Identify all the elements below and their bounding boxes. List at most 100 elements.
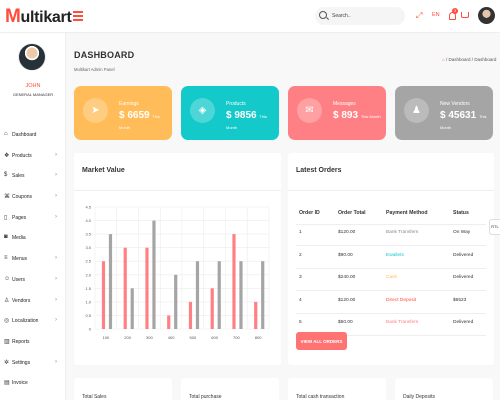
sidebar-item-label: Users [12,276,26,283]
bar-series-1[interactable] [101,261,106,329]
sidebar-item-localization[interactable]: ◎ Localization › [0,314,66,335]
x-tick-label: 100 [103,335,110,340]
column-header: Payment Method [386,210,428,216]
order-status: Delivered [453,252,474,258]
navigation-icon: ➤ [83,98,108,123]
home-icon[interactable]: ⌂ [442,57,445,62]
top-header: Multikart ⤢ EN 3 [0,0,500,33]
column-header: Order Total [338,210,366,216]
bar-series-1[interactable] [123,247,127,329]
bar-series-2[interactable] [108,234,113,329]
payment-method: Ewallets [386,252,404,258]
bar-series-2[interactable] [195,261,200,329]
sidebar-item-menus[interactable]: ≡ Menus › [0,252,66,273]
page-title: DASHBOARD [74,50,135,60]
chevron-right-icon: › [55,317,57,324]
bar-series-1[interactable] [210,288,214,329]
logo[interactable]: Multikart [5,6,72,28]
x-tick-label: 700 [233,335,240,340]
payment-method: Bank Transfers [386,320,419,325]
camera-icon: ◙ [4,234,8,241]
order-id: 2 [299,252,302,258]
sidebar-item-label: Sales [12,173,25,180]
y-tick-label: 2.0 [85,272,91,277]
chevron-right-icon: › [55,213,57,220]
hamburger-menu-icon[interactable] [73,11,83,23]
stat-unit: This Month [119,114,160,130]
stat-unit: This Month [226,114,267,130]
column-header: Order ID [299,210,320,216]
tag-icon: ⌘ [4,194,10,201]
archive-icon: ▤ [4,380,10,387]
x-tick-label: 500 [190,335,197,340]
bar-series-2[interactable] [239,261,243,329]
sidebar-item-vendors[interactable]: ♙ Vendors › [0,294,66,315]
notification-badge: 3 [452,8,458,14]
header-avatar[interactable] [478,7,495,24]
bar-series-1[interactable] [232,234,236,329]
bar-series-1[interactable] [167,315,171,329]
bar-series-2[interactable] [217,261,221,329]
panel-title: Market Value [82,167,125,174]
order-id: 4 [299,297,302,303]
sidebar-item-dashboard[interactable]: ⌂ Dashboard [0,128,66,149]
language-selector[interactable]: EN [432,12,440,18]
sidebar-item-users[interactable]: ☺ Users › [0,273,66,294]
sidebar-item-label: Products [12,152,32,159]
stat-value: $ 893 This Month [333,110,381,121]
users-icon: ♟ [404,98,429,123]
sidebar-item-label: Reports [12,338,30,345]
summary-card: Daily Deposits [395,378,493,400]
x-tick-label: 600 [211,335,218,340]
x-tick-label: 800 [255,335,262,340]
summary-card-label: Total Sales [82,394,107,400]
y-tick-label: 0 [89,327,92,332]
x-tick-label: 400 [168,335,175,340]
sidebar-item-products[interactable]: ❖ Products › [0,149,66,170]
user-plus-icon: ☺ [4,275,11,282]
message-square-icon: ✉ [297,98,322,123]
sidebar-item-sales[interactable]: $ Sales › [0,169,66,190]
bar-series-2[interactable] [152,220,156,329]
y-tick-label: 4.0 [85,218,91,223]
bar-series-1[interactable] [254,301,258,329]
profile-avatar [18,43,46,71]
bar-series-2[interactable] [130,288,134,329]
box-icon: ❖ [4,152,10,159]
users-icon: ♙ [4,297,10,304]
sidebar-item-reports[interactable]: ▥ Reports [0,335,66,356]
sidebar-nav: ⌂ Dashboard ❖ Products › $ Sales › ⌘ Coupons › ▯ Pag… [0,128,66,397]
settings-icon: ✲ [4,359,10,366]
bar-series-1[interactable] [145,247,149,329]
order-status: Delivered [453,320,474,325]
sidebar-item-label: Settings [12,359,31,366]
stat-label: Products [226,101,246,107]
y-tick-label: 3.0 [85,245,91,250]
search-input[interactable] [332,9,400,23]
latest-orders-panel: Latest Orders Order ID Order Total Payment… [288,153,494,365]
view-all-orders-button[interactable]: VIEW ALL ORDERS [296,332,347,350]
profile-role: GENERAL MANAGER [12,92,54,97]
sidebar-item-label: Pages [12,214,27,221]
stat-card-products: ◈ Products $ 9856 This Month [181,86,279,140]
breadcrumb-current: Dashboard [474,57,497,62]
y-tick-label: 1.5 [85,286,91,291]
stat-card-messages: ✉ Messages $ 893 This Month [288,86,386,140]
sidebar-item-invoice[interactable]: ▤ Invoice [0,376,66,397]
y-tick-label: 4.5 [85,205,91,210]
rtl-toggle[interactable]: RTL [489,219,500,235]
bar-series-1[interactable] [188,301,193,329]
clipboard-icon: ▯ [4,214,8,221]
breadcrumb-item[interactable]: Dashboard [448,57,471,62]
y-tick-label: 1.0 [85,299,91,304]
cart-icon[interactable] [461,12,469,18]
bar-series-2[interactable] [261,261,265,329]
sidebar-item-pages[interactable]: ▯ Pages › [0,211,66,232]
maximize-icon[interactable]: ⤢ [416,11,423,20]
search-icon[interactable] [319,11,327,19]
sidebar-item-settings[interactable]: ✲ Settings › [0,356,66,377]
bar-series-2[interactable] [174,274,178,329]
summary-card: Total cash transaction [288,378,386,400]
sidebar-item-media[interactable]: ◙ Media [0,231,66,252]
sidebar-item-coupons[interactable]: ⌘ Coupons › [0,190,66,211]
